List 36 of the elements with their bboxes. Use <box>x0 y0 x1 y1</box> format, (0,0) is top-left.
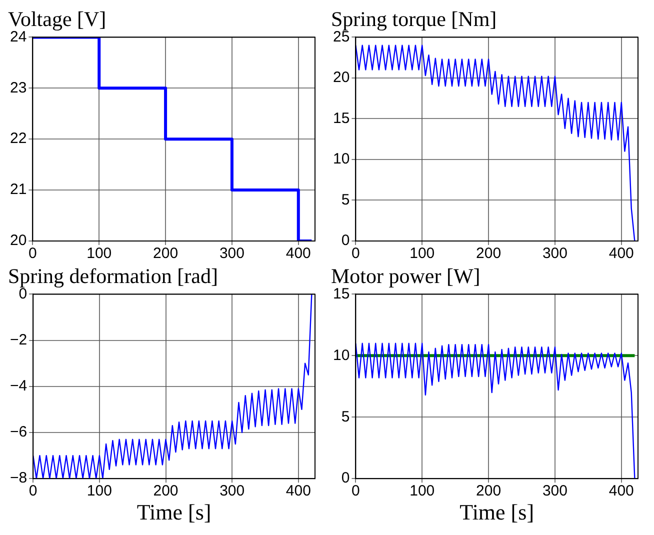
x-tick-label: 400 <box>286 482 311 500</box>
y-tick-label: 22 <box>10 130 27 148</box>
x-tick-label: 200 <box>153 482 178 500</box>
x-tick-label: 300 <box>542 482 568 500</box>
y-tick-label: 15 <box>332 110 350 127</box>
x-tick-label: 100 <box>410 245 435 262</box>
x-tick-label: 400 <box>286 245 311 262</box>
y-tick-label: −8 <box>10 470 28 487</box>
y-tick-label: 20 <box>10 232 27 250</box>
x-tick-label: 200 <box>476 482 502 500</box>
x-axis-title: Time [s] <box>460 500 534 525</box>
y-tick-label: 10 <box>332 346 350 364</box>
y-tick-label: −4 <box>10 378 28 395</box>
x-tick-label: 100 <box>86 245 112 262</box>
y-tick-label: 0 <box>341 232 350 250</box>
x-tick-label: 300 <box>220 482 245 500</box>
x-tick-label: 300 <box>219 245 244 262</box>
x-axis-title: Time [s] <box>136 500 212 525</box>
x-tick-label: 100 <box>86 482 112 500</box>
y-tick-label: −2 <box>10 331 28 348</box>
chart-title: Spring torque [Nm] <box>331 7 497 32</box>
y-tick-label: 10 <box>332 150 350 168</box>
x-tick-label: 400 <box>608 482 634 500</box>
y-tick-label: 5 <box>341 408 350 426</box>
x-tick-label: 300 <box>542 245 568 262</box>
x-tick-label: 200 <box>476 245 502 262</box>
y-tick-label: 0 <box>341 470 350 487</box>
y-tick-label: 23 <box>10 79 27 96</box>
y-tick-label: 20 <box>332 69 350 86</box>
y-tick-label: 5 <box>341 191 350 208</box>
x-tick-label: 400 <box>608 245 634 262</box>
y-tick-label: −6 <box>10 424 28 441</box>
chart-title: Spring deformation [rad] <box>8 264 218 288</box>
y-tick-label: 21 <box>10 181 27 198</box>
x-tick-label: 200 <box>153 245 178 262</box>
x-tick-label: 100 <box>410 482 435 500</box>
